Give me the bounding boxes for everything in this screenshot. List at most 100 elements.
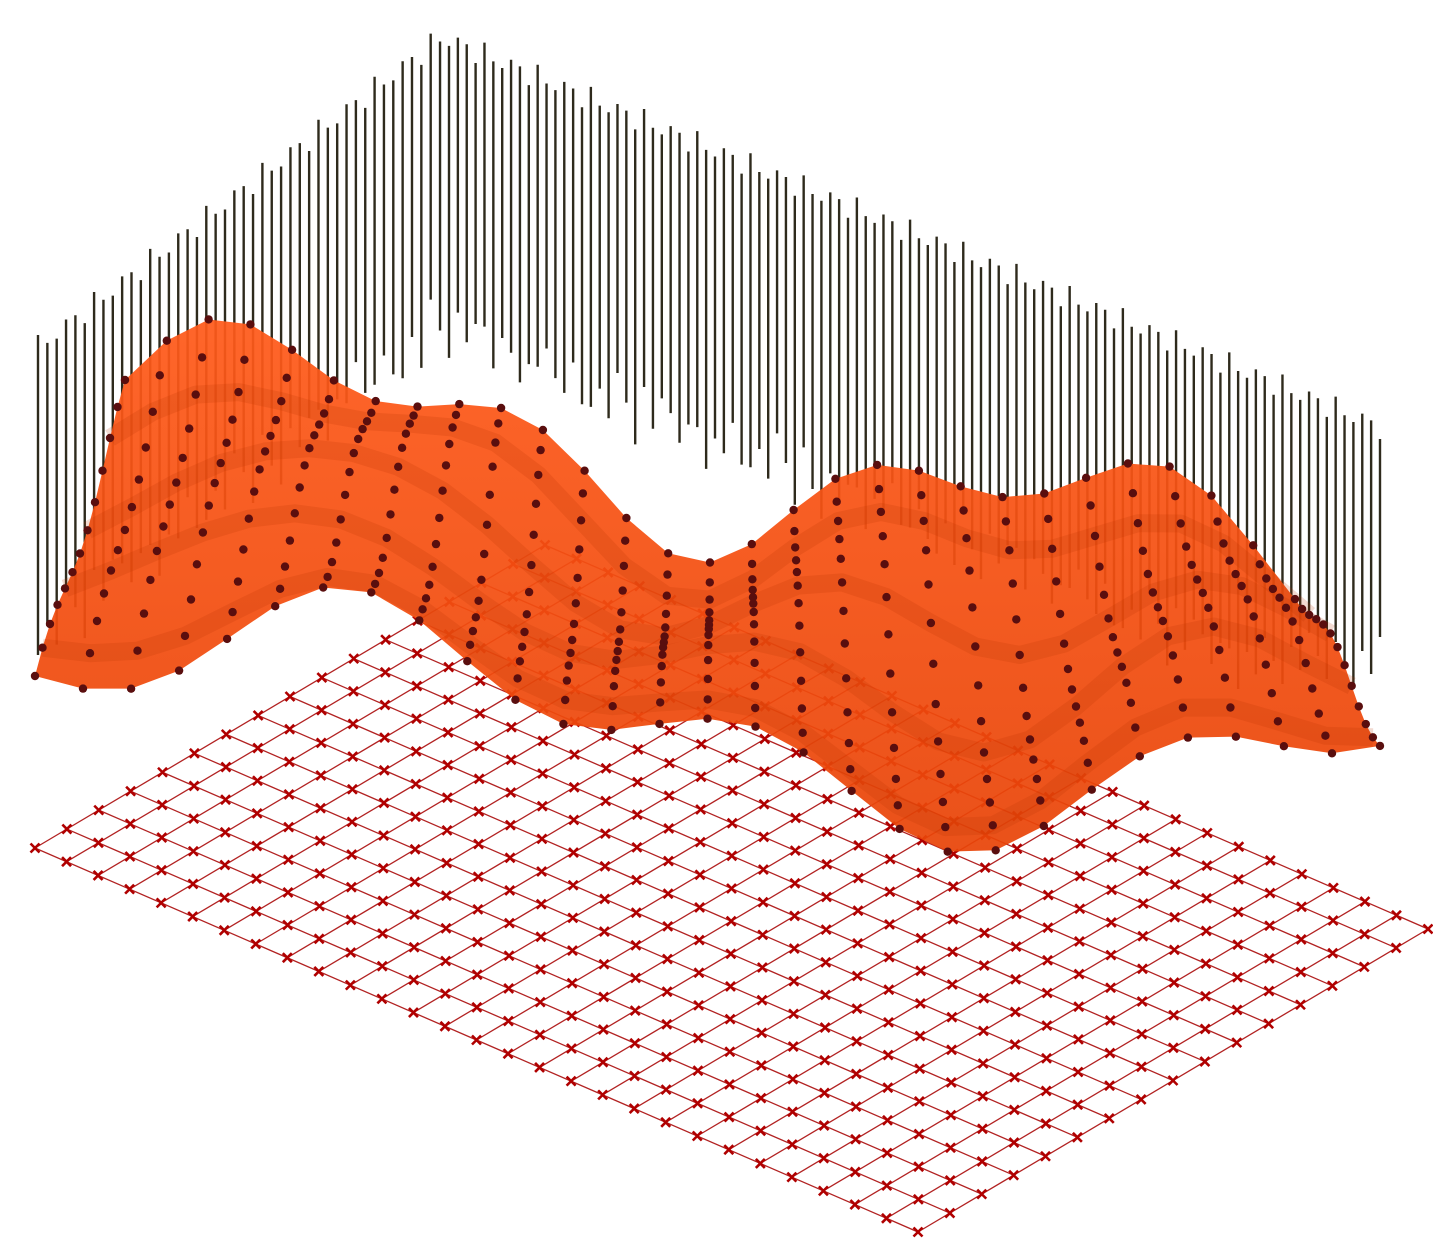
x-mark-icon bbox=[156, 832, 168, 843]
sample-point-dot bbox=[1314, 709, 1324, 718]
sample-point-dot bbox=[172, 478, 181, 487]
sample-point-dot bbox=[295, 483, 304, 492]
x-mark-icon bbox=[629, 1037, 641, 1049]
x-mark-icon bbox=[1327, 947, 1339, 959]
sample-point-dot bbox=[127, 502, 137, 512]
x-mark-icon bbox=[348, 653, 360, 665]
sample-point-dot bbox=[1008, 579, 1017, 588]
x-mark-icon bbox=[502, 1048, 514, 1060]
x-mark-icon bbox=[346, 849, 358, 860]
sample-point-dot bbox=[413, 402, 422, 411]
sample-point-dot bbox=[538, 425, 548, 435]
sample-point-dot bbox=[791, 543, 800, 552]
x-mark-icon bbox=[1200, 990, 1211, 1002]
x-mark-icon bbox=[1042, 922, 1054, 934]
x-mark-icon bbox=[1295, 934, 1307, 945]
x-mark-icon bbox=[504, 852, 516, 864]
x-mark-icon bbox=[1231, 1004, 1243, 1016]
x-mark-icon bbox=[790, 812, 802, 824]
sample-point-dot bbox=[564, 661, 573, 670]
sample-point-dot bbox=[53, 600, 62, 609]
x-mark-icon bbox=[537, 735, 549, 747]
x-mark-icon bbox=[1042, 954, 1053, 966]
x-mark-icon bbox=[1167, 1075, 1179, 1086]
x-mark-icon bbox=[758, 831, 770, 843]
sample-point-dot bbox=[790, 526, 799, 536]
sample-point-dot bbox=[843, 708, 852, 717]
sample-point-dot bbox=[494, 419, 503, 428]
x-mark-icon bbox=[1169, 846, 1181, 858]
x-mark-icon bbox=[884, 919, 895, 930]
sample-point-dot bbox=[889, 743, 899, 753]
x-mark-icon bbox=[786, 1139, 798, 1150]
sample-point-dot bbox=[1261, 660, 1271, 669]
x-mark-icon bbox=[694, 902, 706, 913]
x-mark-icon bbox=[598, 958, 610, 970]
sample-point-dot bbox=[285, 536, 295, 545]
x-mark-icon bbox=[723, 1144, 735, 1156]
sample-point-dot bbox=[991, 846, 1000, 855]
x-mark-icon bbox=[506, 721, 517, 733]
x-mark-icon bbox=[1168, 977, 1180, 988]
x-mark-icon bbox=[1391, 909, 1402, 921]
sample-point-dot bbox=[1075, 718, 1085, 727]
sample-point-dot bbox=[1135, 752, 1145, 761]
sample-point-dot bbox=[1198, 588, 1208, 598]
sample-point-dot bbox=[749, 620, 759, 629]
x-mark-icon bbox=[441, 824, 453, 836]
sample-point-dot bbox=[797, 704, 807, 713]
x-mark-icon bbox=[1041, 1052, 1052, 1064]
sample-point-dot bbox=[240, 355, 249, 364]
x-mark-icon bbox=[1105, 917, 1117, 928]
x-mark-icon bbox=[1105, 949, 1117, 961]
x-mark-icon bbox=[1359, 896, 1371, 907]
x-mark-icon bbox=[346, 783, 358, 795]
sample-point-dot bbox=[661, 609, 671, 619]
x-mark-icon bbox=[1040, 1150, 1051, 1162]
sample-point-dot bbox=[228, 415, 237, 424]
sample-point-dot bbox=[1079, 736, 1089, 745]
x-mark-icon bbox=[632, 776, 643, 788]
sample-point-dot bbox=[513, 674, 522, 683]
sample-point-dot bbox=[210, 478, 219, 488]
x-mark-icon bbox=[124, 818, 136, 830]
sample-point-dot bbox=[327, 557, 337, 567]
sample-point-dot bbox=[886, 669, 895, 678]
sample-point-dot bbox=[1327, 749, 1337, 758]
sample-point-dot bbox=[747, 539, 756, 549]
sample-point-dot bbox=[435, 513, 444, 523]
sample-point-dot bbox=[1123, 459, 1133, 468]
sample-point-dot bbox=[468, 626, 478, 636]
x-mark-icon bbox=[913, 1161, 925, 1173]
sample-point-dot bbox=[1209, 622, 1219, 631]
sample-point-dot bbox=[705, 608, 714, 617]
sample-point-dot bbox=[287, 345, 297, 354]
sample-point-dot bbox=[1005, 546, 1014, 555]
sample-point-dot bbox=[658, 650, 667, 659]
sample-point-dot bbox=[1148, 588, 1158, 597]
sample-point-dot bbox=[750, 681, 760, 691]
sample-point-dot bbox=[749, 607, 758, 617]
x-mark-icon bbox=[819, 1022, 831, 1034]
x-mark-icon bbox=[252, 710, 264, 721]
x-mark-icon bbox=[692, 1032, 704, 1044]
x-mark-icon bbox=[220, 761, 232, 773]
sample-point-dot bbox=[465, 640, 475, 649]
sample-point-dot bbox=[277, 397, 286, 406]
x-mark-icon bbox=[946, 979, 958, 990]
x-mark-icon bbox=[691, 1130, 703, 1142]
x-mark-icon bbox=[568, 847, 579, 858]
sample-point-dot bbox=[374, 568, 384, 578]
x-mark-icon bbox=[569, 749, 580, 761]
sample-point-dot bbox=[985, 798, 995, 807]
x-mark-icon bbox=[219, 826, 231, 838]
x-mark-icon bbox=[850, 1068, 862, 1080]
sample-point-dot bbox=[75, 549, 85, 558]
sample-point-dot bbox=[1015, 650, 1024, 660]
x-mark-icon bbox=[1010, 973, 1022, 985]
x-mark-icon bbox=[599, 893, 611, 905]
x-mark-icon bbox=[284, 723, 296, 735]
sample-point-dot bbox=[482, 520, 492, 529]
sample-point-dot bbox=[386, 510, 395, 519]
x-mark-icon bbox=[663, 823, 675, 834]
